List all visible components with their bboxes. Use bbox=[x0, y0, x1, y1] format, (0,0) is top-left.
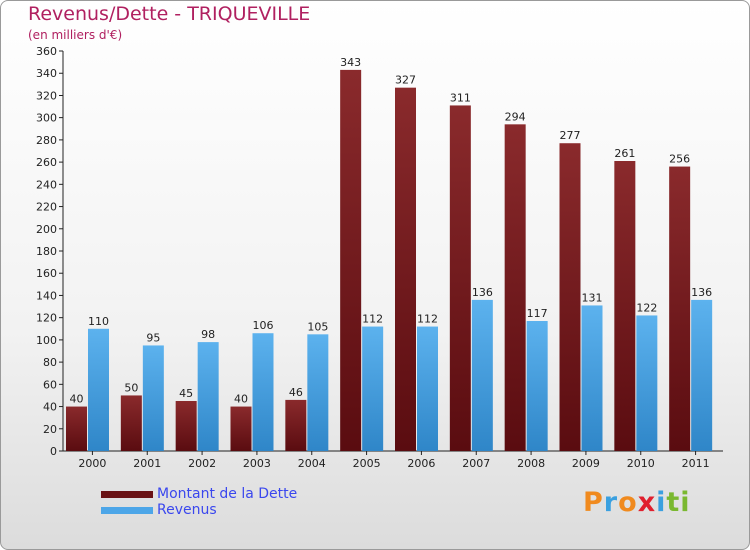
legend-label-revenue: Revenus bbox=[157, 502, 217, 518]
y-tick-label: 140 bbox=[36, 289, 57, 302]
data-label-revenue: 112 bbox=[362, 313, 383, 326]
chart-subtitle: (en milliers d'€) bbox=[28, 28, 123, 42]
logo-letter: i bbox=[656, 487, 667, 518]
y-tick-label: 80 bbox=[43, 356, 57, 369]
x-tick-label: 2009 bbox=[572, 457, 600, 470]
bar-revenue bbox=[197, 342, 219, 451]
y-tick-label: 220 bbox=[36, 201, 57, 214]
bar-revenue bbox=[417, 326, 438, 451]
bar-debt bbox=[230, 406, 252, 451]
data-label-revenue: 110 bbox=[88, 315, 109, 328]
x-tick-label: 2004 bbox=[298, 457, 326, 470]
data-label-debt: 256 bbox=[669, 153, 690, 166]
y-tick-label: 180 bbox=[36, 245, 57, 258]
bar-revenue bbox=[252, 333, 274, 451]
y-tick-label: 320 bbox=[36, 89, 57, 102]
bar-debt bbox=[614, 161, 636, 451]
data-label-debt: 327 bbox=[395, 74, 416, 87]
legend-swatch-revenue bbox=[101, 507, 153, 514]
y-tick-label: 120 bbox=[36, 312, 57, 325]
data-label-debt: 261 bbox=[614, 147, 635, 160]
x-tick-label: 2007 bbox=[462, 457, 490, 470]
data-label-revenue: 112 bbox=[417, 313, 438, 326]
y-tick-label: 100 bbox=[36, 334, 57, 347]
bar-revenue bbox=[581, 305, 603, 451]
data-label-debt: 40 bbox=[70, 393, 84, 406]
logo-letter: o bbox=[618, 487, 638, 518]
legend-swatch-debt bbox=[101, 491, 153, 498]
data-label-revenue: 122 bbox=[636, 301, 657, 314]
bar-debt bbox=[504, 124, 526, 451]
data-label-revenue: 131 bbox=[582, 291, 603, 304]
data-label-revenue: 106 bbox=[253, 319, 274, 332]
logo-letter: x bbox=[637, 487, 657, 518]
bar-revenue bbox=[526, 321, 548, 451]
y-tick-label: 360 bbox=[36, 45, 57, 58]
proxiti-logo: Proxiti bbox=[583, 487, 691, 518]
y-tick-label: 340 bbox=[36, 67, 57, 80]
data-label-debt: 277 bbox=[560, 129, 581, 142]
bar-debt bbox=[669, 166, 691, 452]
y-tick-label: 40 bbox=[43, 401, 57, 414]
x-tick-label: 2002 bbox=[188, 457, 216, 470]
y-tick-label: 20 bbox=[43, 423, 57, 436]
bar-revenue bbox=[307, 334, 329, 451]
data-label-debt: 311 bbox=[450, 91, 471, 104]
x-tick-label: 2005 bbox=[353, 457, 381, 470]
logo-letter: P bbox=[583, 487, 604, 518]
data-label-debt: 294 bbox=[505, 110, 526, 123]
bar-debt bbox=[559, 143, 581, 451]
y-tick-label: 240 bbox=[36, 178, 57, 191]
y-tick-label: 160 bbox=[36, 267, 57, 280]
x-tick-label: 2011 bbox=[682, 457, 710, 470]
bar-revenue bbox=[691, 299, 713, 451]
bar-revenue bbox=[142, 345, 164, 451]
bar-debt bbox=[340, 69, 362, 451]
y-tick-label: 200 bbox=[36, 223, 57, 236]
bar-revenue bbox=[636, 315, 658, 451]
y-tick-label: 300 bbox=[36, 112, 57, 125]
logo-letter: t bbox=[666, 487, 681, 518]
data-label-revenue: 117 bbox=[527, 307, 548, 320]
data-label-debt: 46 bbox=[289, 386, 303, 399]
bar-revenue bbox=[362, 326, 384, 451]
x-tick-label: 2001 bbox=[133, 457, 161, 470]
data-label-revenue: 95 bbox=[146, 331, 160, 344]
bar-debt bbox=[66, 406, 87, 451]
bar-debt bbox=[395, 87, 416, 452]
x-tick-label: 2000 bbox=[78, 457, 106, 470]
data-label-debt: 40 bbox=[234, 393, 248, 406]
x-tick-label: 2010 bbox=[627, 457, 655, 470]
legend-label-debt: Montant de la Dette bbox=[157, 486, 298, 502]
logo-letter: r bbox=[603, 487, 619, 518]
data-label-revenue: 98 bbox=[201, 328, 215, 341]
data-label-revenue: 136 bbox=[472, 286, 493, 299]
data-label-revenue: 105 bbox=[307, 320, 328, 333]
bar-revenue bbox=[471, 299, 493, 451]
bar-debt bbox=[120, 395, 142, 451]
y-tick-label: 0 bbox=[50, 445, 57, 458]
y-tick-label: 60 bbox=[43, 378, 57, 391]
bar-revenue bbox=[88, 328, 109, 451]
bar-debt bbox=[285, 399, 307, 451]
logo-letter: i bbox=[680, 487, 691, 518]
x-tick-label: 2006 bbox=[407, 457, 435, 470]
y-tick-label: 280 bbox=[36, 134, 57, 147]
bar-debt bbox=[175, 401, 197, 451]
bar-debt bbox=[449, 105, 471, 451]
x-tick-label: 2003 bbox=[243, 457, 271, 470]
chart-title: Revenus/Dette - TRIQUEVILLE bbox=[28, 3, 311, 25]
data-label-revenue: 136 bbox=[691, 286, 712, 299]
y-tick-label: 260 bbox=[36, 156, 57, 169]
data-label-debt: 50 bbox=[124, 381, 138, 394]
x-tick-label: 2008 bbox=[517, 457, 545, 470]
data-label-debt: 45 bbox=[179, 387, 193, 400]
data-label-debt: 343 bbox=[340, 56, 361, 69]
